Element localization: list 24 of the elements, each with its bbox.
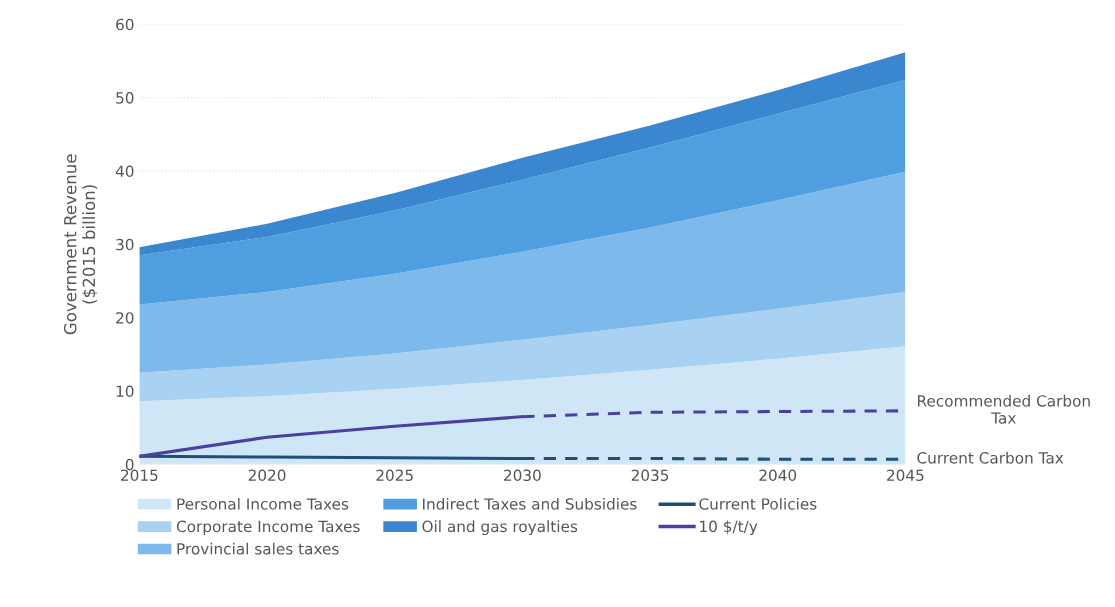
y-tick-label: 20 (116, 312, 134, 324)
annotation: Current Carbon Tax (917, 451, 1064, 464)
y-tick-label: 50 (116, 92, 134, 104)
annotation: Recommended Carbon Tax (917, 394, 1090, 424)
y-tick-label: 60 (116, 18, 134, 31)
x-tick-label: 2015 (121, 469, 158, 482)
legend-label: Provincial sales taxes (177, 542, 339, 555)
y-tick-label: 40 (115, 165, 134, 177)
x-tick-label: 2030 (504, 469, 541, 482)
legend-label: 10 $/t/y (700, 520, 758, 536)
x-tick-label: 2025 (376, 469, 413, 482)
y-axis-title: Government Revenue ($2015 billion) (63, 154, 98, 335)
legend-label: Personal Income Taxes (177, 497, 349, 510)
legend-label: Indirect Taxes and Subsidies (423, 497, 637, 510)
x-tick-label: 2045 (887, 469, 924, 482)
y-tick-label: 0 (125, 458, 134, 471)
legend-label: Current Policies (699, 497, 817, 510)
y-tick-label: 10 (116, 385, 134, 398)
x-tick-label: 2035 (631, 469, 669, 482)
y-tick-label: 30 (116, 238, 134, 251)
legend-label: Oil and gas royalties (422, 520, 578, 536)
legend-label: Corporate Income Taxes (176, 520, 360, 536)
x-tick-label: 2040 (759, 469, 797, 482)
x-tick-label: 2020 (248, 469, 286, 482)
